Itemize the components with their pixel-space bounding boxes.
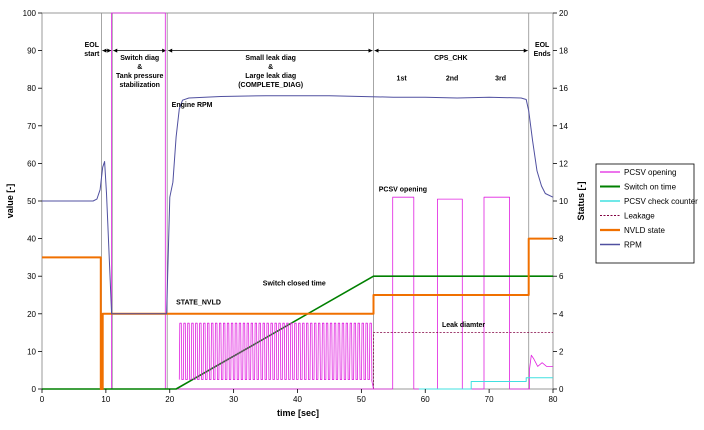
y2-tick-label: 20 — [559, 9, 568, 18]
phase-arrow-head — [168, 48, 173, 53]
phase-arrow-head — [107, 48, 112, 53]
phase-label: EOL Ends — [534, 42, 551, 58]
y-tick-label: 30 — [27, 272, 36, 281]
series-layer — [42, 12, 554, 390]
y-tick-label: 80 — [27, 84, 36, 93]
legend-label: Leakage — [624, 212, 655, 221]
y-tick-label: 40 — [27, 235, 36, 244]
plot-area — [41, 12, 554, 390]
phase-label: Small leak diag & Large leak diag (COMPLETE… — [238, 55, 303, 89]
y2-tick-label: 6 — [559, 272, 564, 281]
legend-label: RPM — [624, 241, 642, 250]
phase-label: CPS_CHK — [434, 55, 467, 62]
y2-tick-label: 14 — [559, 122, 568, 131]
phase-labels: EOL start Switch diag & Tank pressure stabili… — [84, 42, 551, 89]
y-tick-label: 60 — [27, 159, 36, 168]
legend-label: Switch on time — [624, 183, 677, 192]
series-annotation: Leak diamter — [442, 322, 485, 329]
series-line — [373, 332, 553, 389]
y2-tick-label: 0 — [559, 385, 564, 394]
series-line — [42, 237, 553, 390]
x-tick-label: 40 — [293, 395, 302, 404]
series-line — [178, 322, 374, 390]
x-tick-label: 0 — [40, 395, 45, 404]
y2-tick-label: 4 — [559, 310, 564, 319]
x-axis-title: time [sec] — [277, 408, 319, 418]
y2-axis-title: Status [-] — [576, 182, 586, 221]
series-annotation: PCSV opening — [379, 187, 427, 194]
legend-label: PCSV opening — [624, 168, 676, 177]
phase-label: 1st — [397, 76, 408, 83]
y-axis-title: value [-] — [5, 184, 15, 219]
y-tick-label: 0 — [32, 385, 37, 394]
phase-arrow-head — [113, 48, 118, 53]
phase-arrow-head — [102, 48, 107, 53]
y-tick-label: 50 — [27, 197, 36, 206]
phase-label: 3rd — [495, 76, 506, 83]
legend: PCSV opening Switch on time PCSV check cou… — [595, 163, 698, 264]
y2-tick-label: 16 — [559, 84, 568, 93]
phase-arrows — [102, 48, 528, 53]
x-tick-label: 60 — [421, 395, 430, 404]
phase-label: 2nd — [446, 76, 458, 83]
y-tick-label: 10 — [27, 347, 36, 356]
y2-tick-label: 10 — [559, 197, 568, 206]
y-tick-label: 100 — [23, 9, 37, 18]
phase-arrow-head — [368, 48, 373, 53]
x-tick-label: 10 — [101, 395, 110, 404]
x-tick-label: 80 — [549, 395, 558, 404]
series-annotation: Switch closed time — [263, 281, 326, 288]
phase-label: EOL start — [84, 42, 100, 58]
x-axis-ticks: 0 10 20 30 40 50 60 70 80 — [40, 389, 558, 404]
legend-label: PCSV check counter — [624, 197, 698, 206]
series-line — [42, 95, 554, 315]
y-axis-ticks: 0 10 20 30 40 50 60 70 80 90 100 — [23, 9, 42, 394]
series-annotation: STATE_NVLD — [176, 299, 221, 306]
x-tick-label: 50 — [357, 395, 366, 404]
legend-label: NVLD state — [624, 226, 665, 235]
phase-arrow-head — [374, 48, 379, 53]
series-annotation: Engine RPM — [172, 102, 213, 109]
legend-box — [595, 163, 695, 264]
series-line — [418, 377, 553, 390]
phase-arrow-head — [523, 48, 528, 53]
y2-tick-label: 2 — [559, 347, 564, 356]
annotations: Engine RPM PCSV opening Switch closed time… — [172, 102, 486, 329]
y-tick-label: 20 — [27, 310, 36, 319]
x-tick-label: 30 — [229, 395, 238, 404]
y-tick-label: 70 — [27, 122, 36, 131]
x-tick-label: 70 — [485, 395, 494, 404]
phase-label: Switch diag & Tank pressure stabilization — [116, 55, 163, 89]
phase-arrow-head — [162, 48, 167, 53]
y2-axis-ticks: 0 2 4 6 8 10 12 14 16 18 20 — [553, 9, 568, 394]
y2-tick-label: 12 — [559, 159, 568, 168]
y-tick-label: 90 — [27, 47, 36, 56]
y2-tick-label: 8 — [559, 235, 564, 244]
x-tick-label: 20 — [165, 395, 174, 404]
y2-tick-label: 18 — [559, 47, 568, 56]
